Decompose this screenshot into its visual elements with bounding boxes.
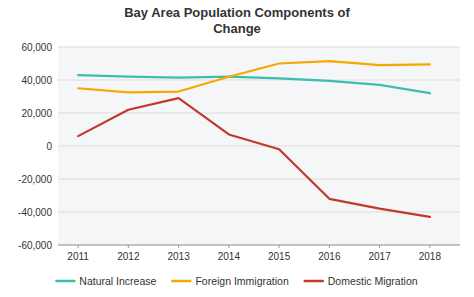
x-axis-line [58,245,460,246]
y-tick-label: -60,000 [18,240,52,251]
grid-line [58,80,460,81]
x-tick [429,245,430,248]
chart: Bay Area Population Components ofChange -… [0,0,474,297]
x-tick-label: 2017 [368,251,391,262]
x-tick-label: 2018 [419,251,442,262]
legend-swatch [305,280,323,283]
x-tick-label: 2014 [218,251,241,262]
grid-line [58,179,460,180]
x-tick-label: 2016 [318,251,341,262]
legend-item: Foreign Immigration [172,275,289,287]
x-tick [128,245,129,248]
series-line [78,61,430,92]
series-group [78,61,430,217]
legend-swatch [172,280,190,283]
x-tick-label: 2012 [117,251,140,262]
x-tick [78,245,79,248]
x-tick [228,245,229,248]
legend-item: Natural Increase [56,275,156,287]
x-tick [329,245,330,248]
title: Bay Area Population Components ofChange [124,5,350,36]
grid-line [58,146,460,147]
legend-label: Domestic Migration [328,275,418,287]
x-tick [379,245,380,248]
legend-label: Foreign Immigration [195,275,289,287]
x-tick [178,245,179,248]
grid-line [58,113,460,114]
y-tick-label: 0 [46,141,52,152]
series-line [78,98,430,217]
x-tick-label: 2015 [268,251,291,262]
x-axis: 2011 2012 2013 2014 2015 2016 2017 2018 [58,245,460,262]
y-tick-label: -20,000 [18,174,52,185]
x-tick-label: 2011 [67,251,89,262]
x-tick [279,245,280,248]
legend: Natural Increase Foreign Immigration Domes… [56,275,417,287]
grid-line [58,47,460,48]
grid-line [58,245,460,246]
series-line [78,75,430,93]
x-tick-label: 2013 [167,251,190,262]
y-axis: -60,000 -40,000 -20,000 0 20,000 40,000 60,000 [18,42,460,251]
plot-area [58,47,460,245]
legend-swatch [56,280,74,283]
title-line: Change [213,21,261,36]
y-tick-label: 40,000 [21,75,52,86]
y-tick-label: 60,000 [21,42,52,53]
legend-item: Domestic Migration [305,275,418,287]
title-line: Bay Area Population Components of [124,5,350,20]
y-tick-label: -40,000 [18,207,52,218]
y-tick-label: 20,000 [21,108,52,119]
legend-label: Natural Increase [79,275,156,287]
